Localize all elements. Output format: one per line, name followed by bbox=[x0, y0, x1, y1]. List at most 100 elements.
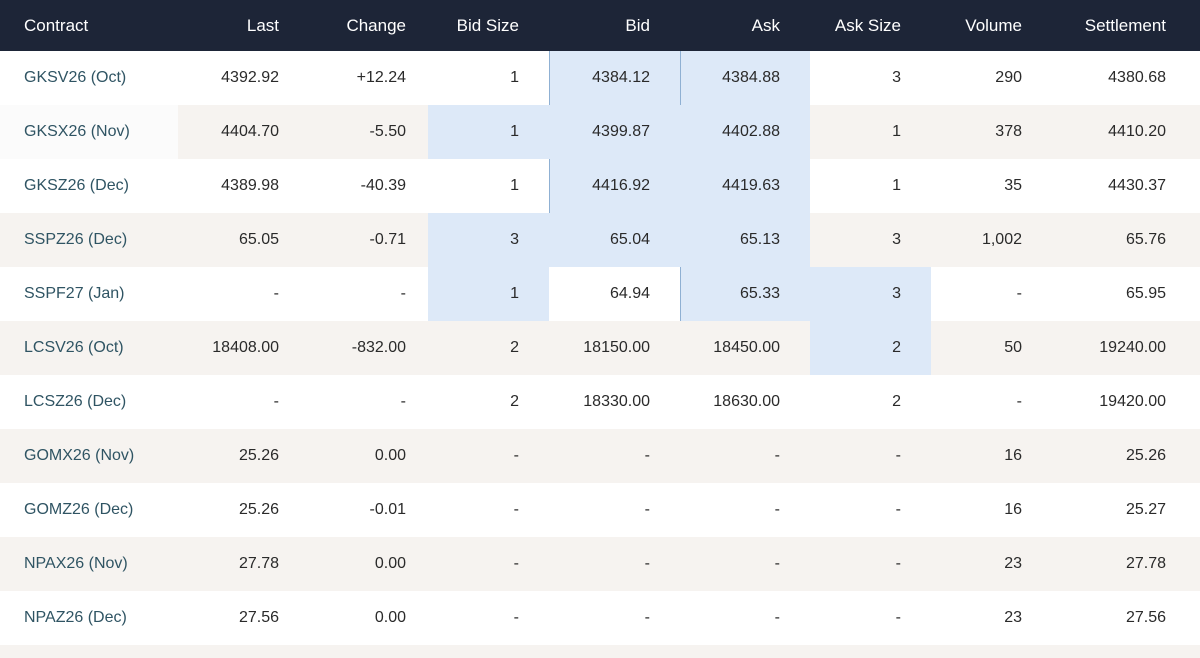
bid-cell: 18150.00 bbox=[583, 339, 650, 356]
col-header-bid[interactable]: Bid bbox=[625, 15, 650, 35]
bid-size-cell: 1 bbox=[428, 105, 549, 159]
contract-cell[interactable]: LCSZ26 (Dec) bbox=[24, 393, 127, 410]
contract-cell[interactable]: NPAX26 (Nov) bbox=[24, 555, 128, 572]
ask-size-cell: 1 bbox=[892, 177, 901, 194]
col-header-change[interactable]: Change bbox=[346, 15, 406, 35]
settlement-cell: 25.26 bbox=[1125, 447, 1166, 464]
ask-size-cell: 3 bbox=[810, 267, 931, 321]
bid-cell: - bbox=[644, 447, 650, 464]
ask-size-cell: 2 bbox=[892, 393, 901, 410]
header-row: Contract Last Change Bid Size Bid Ask As… bbox=[0, 0, 1200, 51]
settlement-cell: 65.76 bbox=[1125, 231, 1166, 248]
contract-cell[interactable]: GKSX26 (Nov) bbox=[0, 105, 178, 159]
ask-cell: 18450.00 bbox=[713, 339, 780, 356]
table-row[interactable]: SSPZ26 (Dec) 65.05 -0.71 3 65.04 65.13 3… bbox=[0, 213, 1200, 267]
table-row[interactable]: GKSX26 (Nov) 4404.70 -5.50 1 4399.87 440… bbox=[0, 105, 1200, 159]
volume-cell: 35 bbox=[1004, 177, 1022, 194]
settlement-cell: 27.78 bbox=[1125, 555, 1166, 572]
bid-size-cell: - bbox=[513, 501, 519, 518]
table-row[interactable]: NPAZ26 (Dec) 27.56 0.00 - - - - 23 27.56 bbox=[0, 591, 1200, 645]
ask-cell: 4384.88 bbox=[680, 51, 810, 105]
ask-size-cell: - bbox=[895, 501, 901, 518]
volume-cell: 50 bbox=[1004, 339, 1022, 356]
settlement-cell: 27.56 bbox=[1125, 609, 1166, 626]
settlement-cell: 19240.00 bbox=[1099, 339, 1166, 356]
ask-cell: - bbox=[774, 447, 780, 464]
bid-size-cell: 1 bbox=[510, 177, 519, 194]
ask-cell: 4419.63 bbox=[680, 159, 810, 213]
col-header-volume[interactable]: Volume bbox=[965, 15, 1022, 35]
table-row[interactable]: LCSV26 (Oct) 18408.00 -832.00 2 18150.00… bbox=[0, 321, 1200, 375]
change-cell: -0.01 bbox=[369, 501, 406, 518]
table-row[interactable]: LCSZ26 (Dec) - - 2 18330.00 18630.00 2 -… bbox=[0, 375, 1200, 429]
table-row[interactable]: GKSZ26 (Dec) 4389.98 -40.39 1 4416.92 44… bbox=[0, 159, 1200, 213]
settlement-cell: 65.95 bbox=[1125, 285, 1166, 302]
contract-cell[interactable]: NPAZ26 (Dec) bbox=[24, 609, 127, 626]
change-cell: -40.39 bbox=[360, 177, 406, 194]
last-cell: 65.05 bbox=[238, 231, 279, 248]
bid-size-cell: - bbox=[513, 609, 519, 626]
table-row[interactable]: GKSV26 (Oct) 4392.92 +12.24 1 4384.12 43… bbox=[0, 51, 1200, 105]
bid-size-cell: - bbox=[513, 447, 519, 464]
ask-cell: - bbox=[774, 555, 780, 572]
bid-cell: - bbox=[644, 555, 650, 572]
ask-cell: 65.13 bbox=[680, 213, 810, 267]
table-bottom-edge bbox=[0, 645, 1200, 658]
change-cell: +12.24 bbox=[356, 69, 406, 86]
change-cell: -0.71 bbox=[369, 231, 406, 248]
contract-cell[interactable]: GKSZ26 (Dec) bbox=[24, 177, 129, 194]
bid-size-cell: - bbox=[513, 555, 519, 572]
volume-cell: 23 bbox=[1004, 609, 1022, 626]
contract-cell[interactable]: GOMZ26 (Dec) bbox=[24, 501, 134, 518]
ask-size-cell: 3 bbox=[892, 69, 901, 86]
table-row[interactable]: SSPF27 (Jan) - - 1 64.94 65.33 3 - 65.95 bbox=[0, 267, 1200, 321]
col-header-ask[interactable]: Ask bbox=[751, 15, 780, 35]
volume-cell: - bbox=[1016, 393, 1022, 410]
last-cell: - bbox=[273, 285, 279, 302]
last-cell: 27.78 bbox=[238, 555, 279, 572]
table-row[interactable]: GOMX26 (Nov) 25.26 0.00 - - - - 16 25.26 bbox=[0, 429, 1200, 483]
ask-size-cell: 2 bbox=[810, 321, 931, 375]
settlement-cell: 4430.37 bbox=[1108, 177, 1166, 194]
ask-cell: - bbox=[774, 609, 780, 626]
bid-cell: 4384.12 bbox=[549, 51, 680, 105]
last-cell: 25.26 bbox=[238, 447, 279, 464]
bid-cell: 4416.92 bbox=[549, 159, 680, 213]
last-cell: 27.56 bbox=[238, 609, 279, 626]
contract-cell[interactable]: SSPZ26 (Dec) bbox=[24, 231, 128, 248]
ask-size-cell: - bbox=[895, 447, 901, 464]
contract-cell[interactable]: GOMX26 (Nov) bbox=[24, 447, 135, 464]
last-cell: 18408.00 bbox=[212, 339, 279, 356]
change-cell: -5.50 bbox=[369, 123, 406, 140]
table-row[interactable]: GOMZ26 (Dec) 25.26 -0.01 - - - - 16 25.2… bbox=[0, 483, 1200, 537]
change-cell: -832.00 bbox=[351, 339, 406, 356]
col-header-settlement[interactable]: Settlement bbox=[1084, 15, 1166, 35]
ask-cell: 4402.88 bbox=[680, 105, 810, 159]
settlement-cell: 25.27 bbox=[1125, 501, 1166, 518]
bid-size-cell: 1 bbox=[428, 267, 549, 321]
last-cell: 4389.98 bbox=[221, 177, 279, 194]
contract-cell[interactable]: GKSV26 (Oct) bbox=[24, 69, 127, 86]
change-cell: 0.00 bbox=[374, 609, 406, 626]
contract-cell[interactable]: SSPF27 (Jan) bbox=[24, 285, 125, 302]
ask-size-cell: 3 bbox=[892, 231, 901, 248]
change-cell: 0.00 bbox=[374, 447, 406, 464]
change-cell: - bbox=[400, 393, 406, 410]
col-header-last[interactable]: Last bbox=[246, 15, 279, 35]
contract-cell[interactable]: LCSV26 (Oct) bbox=[24, 339, 124, 356]
col-header-ask-size[interactable]: Ask Size bbox=[834, 15, 901, 35]
settlement-cell: 19420.00 bbox=[1099, 393, 1166, 410]
ask-size-cell: - bbox=[895, 555, 901, 572]
bid-cell: 4399.87 bbox=[549, 105, 680, 159]
volume-cell: 378 bbox=[995, 123, 1022, 140]
table-row[interactable]: NPAX26 (Nov) 27.78 0.00 - - - - 23 27.78 bbox=[0, 537, 1200, 591]
settlement-cell: 4380.68 bbox=[1108, 69, 1166, 86]
settlement-cell: 4410.20 bbox=[1108, 123, 1166, 140]
col-header-contract[interactable]: Contract bbox=[24, 15, 89, 35]
last-cell: 4404.70 bbox=[221, 123, 279, 140]
col-header-bid-size[interactable]: Bid Size bbox=[456, 15, 519, 35]
change-cell: 0.00 bbox=[374, 555, 406, 572]
ask-size-cell: - bbox=[895, 609, 901, 626]
bid-cell: 64.94 bbox=[609, 285, 650, 302]
change-cell: - bbox=[400, 285, 406, 302]
